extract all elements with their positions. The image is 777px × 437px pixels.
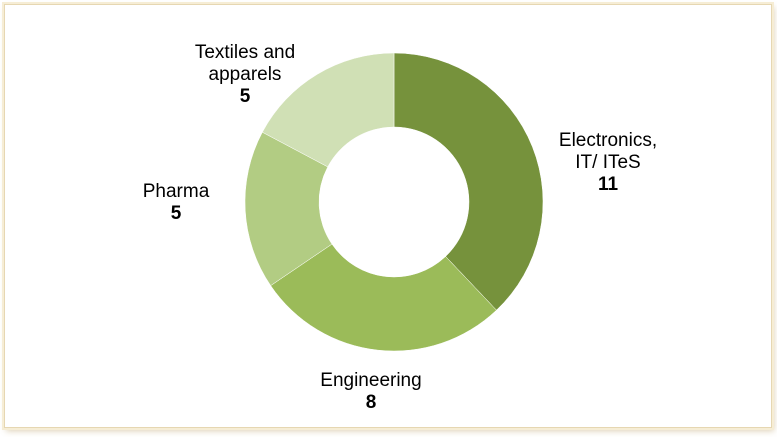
slice-category-label: apparels [209,64,282,85]
donut-slice-3 [262,52,395,168]
slice-category-label: Pharma [143,181,210,202]
donut-slice-1 [270,243,497,352]
slice-category-label: Textiles and [195,42,295,63]
slice-category-label: IT/ ITeS [575,152,640,173]
slice-value-label: 5 [240,86,251,107]
chart-frame: Electronics, IT/ ITeS 11 Engineering 8 Pharma… [4,4,772,428]
slice-value-label: 11 [598,174,619,195]
slice-category-label: Engineering [320,370,421,391]
donut-slice-0 [393,52,544,311]
slice-value-label: 8 [366,392,377,413]
slice-value-label: 5 [171,203,182,224]
slice-category-label: Electronics, [559,130,657,151]
